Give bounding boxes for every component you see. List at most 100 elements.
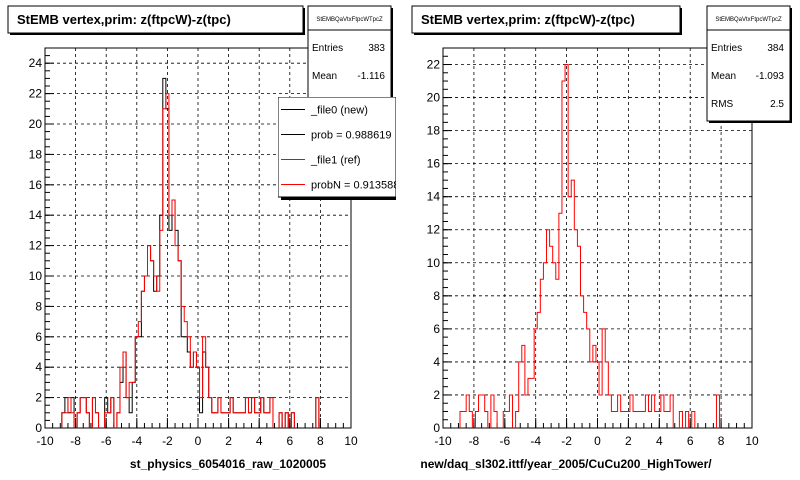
x-tick-label: 6 — [286, 434, 293, 448]
histogram-bin — [664, 411, 667, 428]
x-tick-label: -10 — [36, 434, 54, 448]
histogram-bin — [463, 411, 466, 428]
histogram-bin — [599, 395, 602, 428]
histogram-bin — [661, 395, 664, 428]
x-tick-label: -6 — [499, 434, 510, 448]
histogram-bin — [568, 197, 571, 428]
histogram-bin — [65, 413, 68, 428]
x-tick-label: -8 — [70, 434, 81, 448]
chart-title: StEMB vertex,prim: z(ftpcW)-z(tpc) — [17, 12, 231, 27]
histogram-bin — [571, 180, 574, 428]
histogram-bin — [141, 291, 144, 428]
histogram-bin — [62, 413, 65, 428]
histogram-bin — [160, 230, 163, 428]
histogram-bin — [621, 411, 624, 428]
histogram-bin — [633, 411, 636, 428]
histogram-bin — [460, 411, 463, 428]
histogram-bin — [590, 362, 593, 428]
histogram-bin — [553, 263, 556, 428]
histogram-bin — [574, 230, 577, 428]
histogram-bin — [261, 398, 264, 428]
histogram-bin — [648, 411, 651, 428]
grid-lines — [45, 48, 351, 428]
title-box — [411, 5, 681, 34]
histogram-panel-1: -10 -8 -6 -4 -2 0 2 4 6 8 10024681012141618202224S… — [7, 5, 399, 471]
histogram-bin — [230, 398, 233, 428]
legend-box — [278, 97, 396, 198]
y-tick-label: 4 — [35, 360, 42, 374]
histogram-bin — [236, 413, 239, 428]
histogram-bin — [655, 411, 658, 428]
histogram-bin — [605, 362, 608, 428]
histogram-bin — [491, 395, 494, 428]
y-tick-label: 16 — [427, 157, 441, 171]
histogram-bin — [184, 322, 187, 428]
histogram-bin — [642, 411, 645, 428]
x-tick-label: 4 — [656, 434, 663, 448]
chart-title: StEMB vertex,prim: z(ftpcW)-z(tpc) — [421, 12, 635, 27]
histogram-bin — [475, 411, 478, 428]
histogram-bin — [528, 378, 531, 428]
histogram-bin — [540, 279, 543, 428]
histogram-bin — [267, 413, 270, 428]
histogram-bin — [611, 411, 614, 428]
histogram-bin — [537, 312, 540, 428]
x-tick-label: -2 — [561, 434, 572, 448]
x-tick-label: 8 — [317, 434, 324, 448]
y-tick-label: 22 — [427, 58, 441, 72]
histogram-bin — [550, 246, 553, 428]
plot-frame — [442, 47, 753, 429]
y-tick-label: 8 — [35, 299, 42, 313]
histogram-outline — [459, 64, 721, 428]
y-tick-label: 10 — [29, 269, 43, 283]
histogram-bin — [479, 395, 482, 428]
histogram-panel-2: -10 -8 -6 -4 -2 0 2 4 6 8 10 0 2 4 6 8 10 12 14 16 18 20 22 StE… — [411, 5, 792, 471]
histogram-bin — [190, 367, 193, 428]
legend: _file0 (new) prob = 0.988619 _file1 (ref) p… — [278, 97, 399, 200]
histogram-bin — [138, 322, 141, 428]
histogram-bin — [221, 413, 224, 428]
histogram-bin — [227, 413, 230, 428]
x-tick-label: 8 — [718, 434, 725, 448]
histogram-bin — [239, 413, 242, 428]
y-tick-label: 24 — [29, 56, 43, 70]
histogram-bin — [71, 413, 74, 428]
y-tick-label: 14 — [427, 190, 441, 204]
x-tick-label: -8 — [469, 434, 480, 448]
histogram-bin — [581, 296, 584, 428]
histogram-bin — [209, 398, 212, 428]
x-axis-ticks — [442, 418, 753, 428]
histogram-bin — [215, 413, 218, 428]
histogram-bin — [108, 413, 111, 428]
x-axis-label: new/daq_sl302.ittf/year_2005/CuCu200_Hig… — [420, 457, 712, 471]
stats-label: RMS — [711, 99, 734, 110]
y-tick-label: 18 — [427, 124, 441, 138]
y-tick-label: 16 — [29, 178, 43, 192]
histogram-bin — [494, 411, 497, 428]
y-tick-label: 10 — [427, 256, 441, 270]
histogram-bin — [547, 230, 550, 428]
histogram-bin — [596, 362, 599, 428]
histogram-bin — [135, 337, 138, 428]
y-tick-label: 20 — [29, 117, 43, 131]
histogram-bin — [86, 413, 89, 428]
histogram-bin — [531, 378, 534, 428]
histogram-bin — [148, 246, 151, 428]
histogram-bin — [316, 398, 319, 428]
x-tick-label: 10 — [344, 434, 358, 448]
histogram-bin — [224, 413, 227, 428]
histogram-bin — [218, 398, 221, 428]
y-tick-label: 2 — [433, 388, 440, 402]
stats-value: -1.093 — [756, 71, 785, 82]
histogram-bin — [614, 411, 617, 428]
histogram-bin — [169, 215, 172, 428]
histogram-bin — [270, 398, 273, 428]
histogram-bin — [252, 398, 255, 428]
histogram-bin — [187, 337, 190, 428]
legend-entry: probN = 0.913588 — [311, 180, 399, 192]
legend-entry: _file0 (new) — [310, 105, 368, 117]
x-tick-label: -6 — [101, 434, 112, 448]
histogram-bin — [679, 411, 682, 428]
histogram-bin — [132, 382, 135, 428]
